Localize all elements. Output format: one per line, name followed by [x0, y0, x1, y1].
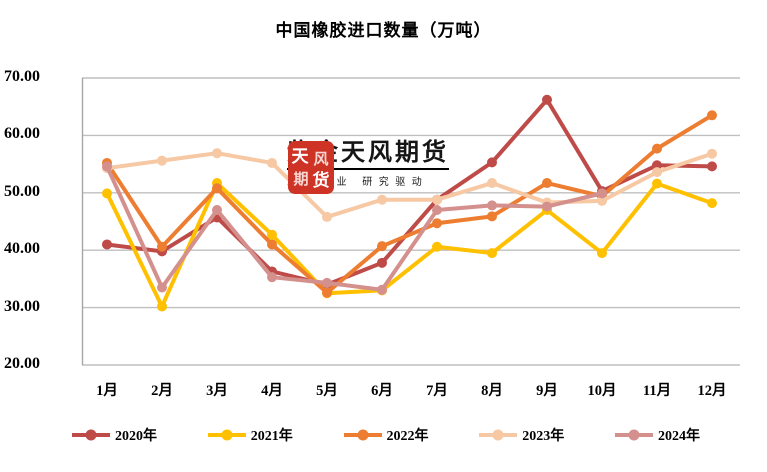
data-point-2021年: [707, 198, 717, 209]
data-point-2021年: [487, 248, 497, 259]
data-point-2022年: [652, 143, 662, 154]
data-point-2022年: [542, 178, 552, 189]
data-point-2020年: [377, 257, 387, 268]
data-point-2022年: [377, 241, 387, 252]
y-tick-label: 50.00: [4, 182, 40, 200]
data-point-2024年: [542, 201, 552, 212]
data-point-2023年: [377, 194, 387, 205]
y-tick-label: 20.00: [4, 355, 40, 372]
legend-item-2022年: 2022年: [343, 425, 429, 445]
plot-area: 天 风 期 货 紫金天风期货 立足产业 研究驱动: [81, 77, 740, 366]
data-point-2024年: [157, 282, 167, 293]
legend-label: 2020年: [115, 429, 157, 444]
data-point-2023年: [212, 148, 222, 159]
y-tick-label: 30.00: [4, 297, 40, 315]
data-point-2023年: [432, 194, 442, 205]
data-point-2021年: [597, 248, 607, 259]
legend-marker-icon: [207, 429, 246, 441]
data-point-2022年: [487, 211, 497, 222]
data-point-2022年: [267, 239, 277, 250]
data-point-2024年: [267, 272, 277, 283]
data-point-2023年: [267, 157, 277, 168]
data-point-2024年: [487, 200, 497, 211]
data-point-2020年: [652, 160, 662, 171]
data-point-2023年: [487, 178, 497, 189]
data-point-2022年: [322, 287, 332, 298]
series-line-2024年: [105, 164, 604, 292]
svg-text:风: 风: [313, 150, 328, 168]
legend-label: 2021年: [250, 429, 293, 444]
data-point-2022年: [157, 241, 167, 252]
x-tick-label: 7月: [426, 383, 448, 399]
x-tick-label: 8月: [481, 383, 503, 399]
legend-label: 2022年: [386, 429, 429, 444]
x-tick-label: 3月: [206, 383, 228, 399]
data-point-2020年: [102, 239, 112, 250]
data-point-2021年: [267, 229, 277, 240]
chart-title: 中国橡胶进口数量（万吨）: [275, 21, 492, 40]
x-tick-label: 10月: [587, 383, 617, 399]
data-point-2024年: [102, 161, 112, 172]
data-point-2020年: [707, 161, 717, 172]
series-line-2023年: [105, 151, 714, 219]
x-tick-label: 1月: [96, 383, 118, 399]
data-point-2021年: [157, 301, 167, 312]
x-tick-label: 12月: [697, 383, 727, 399]
legend: 2020年 2021年 2022年 2023年 2024年: [72, 425, 700, 445]
data-point-2024年: [377, 284, 387, 295]
data-point-2021年: [102, 188, 112, 199]
data-point-2023年: [597, 195, 607, 206]
legend-marker-icon: [615, 429, 653, 441]
y-tick-label: 40.00: [4, 240, 40, 258]
legend-item-2021年: 2021年: [207, 425, 293, 445]
data-point-2020年: [487, 157, 497, 168]
data-point-2024年: [432, 205, 442, 216]
data-point-2021年: [652, 178, 662, 189]
legend-item-2024年: 2024年: [615, 425, 700, 445]
x-tick-label: 9月: [536, 383, 558, 399]
y-tick-label: 60.00: [4, 125, 40, 143]
x-tick-label: 2月: [151, 383, 173, 399]
svg-text:天: 天: [292, 147, 310, 167]
data-point-2022年: [432, 218, 442, 229]
legend-marker-icon: [72, 429, 110, 441]
series-line-2022年: [105, 113, 714, 295]
data-point-2024年: [212, 205, 222, 216]
legend-item-2020年: 2020年: [72, 425, 157, 445]
series-line-2021年: [105, 181, 714, 309]
data-point-2024年: [597, 188, 607, 199]
legend-marker-icon: [479, 429, 518, 441]
legend-label: 2024年: [658, 429, 700, 444]
x-tick-label: 4月: [261, 383, 283, 399]
watermark: 天 风 期 货 紫金天风期货 立足产业 研究驱动: [287, 139, 449, 194]
legend-marker-icon: [343, 429, 382, 441]
data-point-2020年: [542, 94, 552, 105]
svg-text:货: 货: [313, 170, 330, 191]
data-point-2023年: [707, 148, 717, 159]
legend-item-2023年: 2023年: [479, 425, 564, 445]
data-point-2024年: [322, 277, 332, 288]
data-point-2022年: [212, 183, 222, 194]
y-tick-label: 70.00: [4, 68, 40, 85]
data-point-2023年: [157, 155, 167, 166]
data-point-2021年: [432, 241, 442, 252]
data-point-2022年: [707, 110, 717, 121]
data-point-2023年: [322, 211, 332, 222]
svg-text:期: 期: [293, 170, 308, 188]
x-tick-label: 6月: [371, 383, 393, 399]
x-tick-label: 5月: [316, 383, 338, 399]
chart-plot-svg: [81, 77, 740, 366]
company-seal-icon: 天 风 期 货: [288, 141, 334, 194]
legend-label: 2023年: [522, 429, 565, 444]
x-tick-label: 11月: [642, 383, 672, 399]
watermark-slogan: 立足产业 研究驱动: [287, 177, 429, 189]
data-point-2023年: [652, 167, 662, 178]
